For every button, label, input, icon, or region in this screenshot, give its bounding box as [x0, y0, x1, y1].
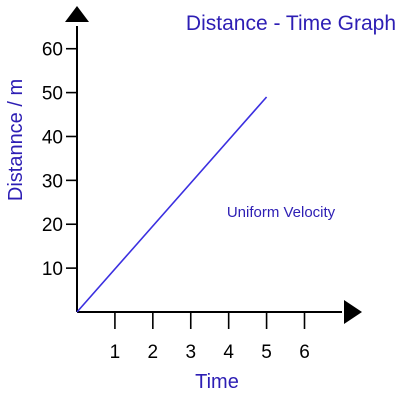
x-tick-label: 4 [223, 342, 234, 363]
x-tick-label: 6 [299, 342, 310, 363]
series [76, 96, 268, 313]
y-tick-label: 30 [42, 171, 63, 192]
x-axis-label: Time [195, 371, 239, 393]
chart-title: Distance - Time Graph [186, 12, 396, 35]
ticks: 10 20 30 40 50 60 1 2 3 4 5 6 [42, 40, 310, 363]
x-tick-label: 1 [110, 342, 121, 363]
y-tick-label: 50 [42, 84, 63, 105]
y-tick-label: 60 [42, 40, 63, 61]
y-axis-label: Distannce / m [5, 79, 27, 201]
annotation-uniform-velocity: Uniform Velocity [227, 204, 336, 221]
axes [65, 6, 362, 324]
x-tick-label: 5 [261, 342, 272, 363]
y-tick-label: 40 [42, 127, 63, 148]
x-tick-label: 2 [148, 342, 159, 363]
series-line-0 [76, 96, 268, 313]
y-tick-label: 10 [42, 259, 63, 280]
y-tick-label: 20 [42, 215, 63, 236]
x-tick-label: 3 [185, 342, 196, 363]
x-axis-arrowhead [344, 300, 362, 324]
y-axis-arrowhead [65, 6, 89, 22]
